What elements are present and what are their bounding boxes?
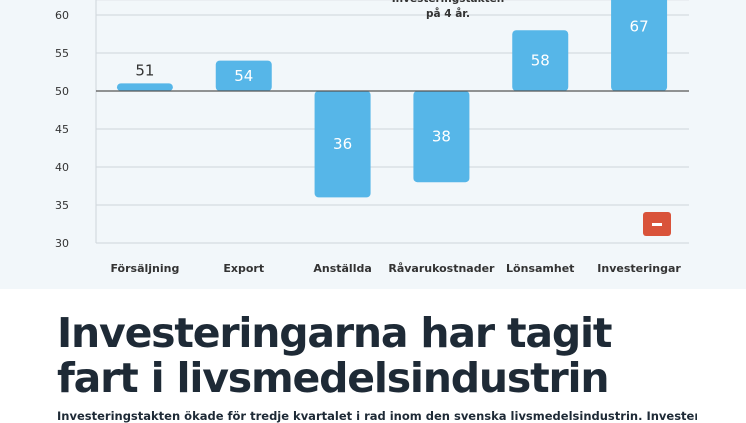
- category-label: Investeringar: [597, 262, 681, 275]
- lede: Investeringstakten ökade för tredje kvar…: [57, 409, 697, 423]
- bar: [413, 91, 470, 183]
- bar: [314, 91, 371, 198]
- y-tick-label: 40: [55, 161, 69, 174]
- bar: [512, 30, 569, 91]
- category-label: Lönsamhet: [506, 262, 574, 275]
- bar-chart: 30 35 40 45 50 55 60 51 Försäljning 54 Export 36 Ans…: [55, 0, 689, 275]
- bar: [215, 60, 272, 91]
- category-label: Export: [223, 262, 264, 275]
- y-tick-label: 30: [55, 237, 69, 250]
- data-label: 67: [630, 17, 649, 35]
- data-label: 54: [234, 67, 253, 85]
- data-label: 51: [135, 61, 154, 79]
- headline: Investeringarna har tagit fart i livsmede…: [57, 311, 717, 401]
- data-label: 58: [531, 52, 550, 70]
- category-label: Försäljning: [110, 262, 179, 275]
- bar: [611, 0, 668, 91]
- headline-line-1: Investeringarna har tagit: [57, 309, 612, 357]
- y-tick-label: 55: [55, 47, 69, 60]
- headline-line-2: fart i livsmedelsindustrin: [57, 354, 610, 402]
- data-label: 36: [333, 135, 352, 153]
- y-tick-label: 60: [55, 9, 69, 22]
- category-label: Råvarukostnader: [388, 262, 495, 275]
- y-tick-label: 50: [55, 85, 69, 98]
- annotation-line-2: på 4 år.: [426, 7, 470, 20]
- annotation-line-1: Investeringstakten: [392, 0, 504, 5]
- minus-icon: [652, 222, 662, 226]
- category-label: Anställda: [313, 262, 371, 275]
- y-tick-label: 45: [55, 123, 69, 136]
- y-tick-label: 35: [55, 199, 69, 212]
- bar: [116, 83, 173, 91]
- minus-button[interactable]: [643, 212, 671, 236]
- data-label: 38: [432, 128, 451, 146]
